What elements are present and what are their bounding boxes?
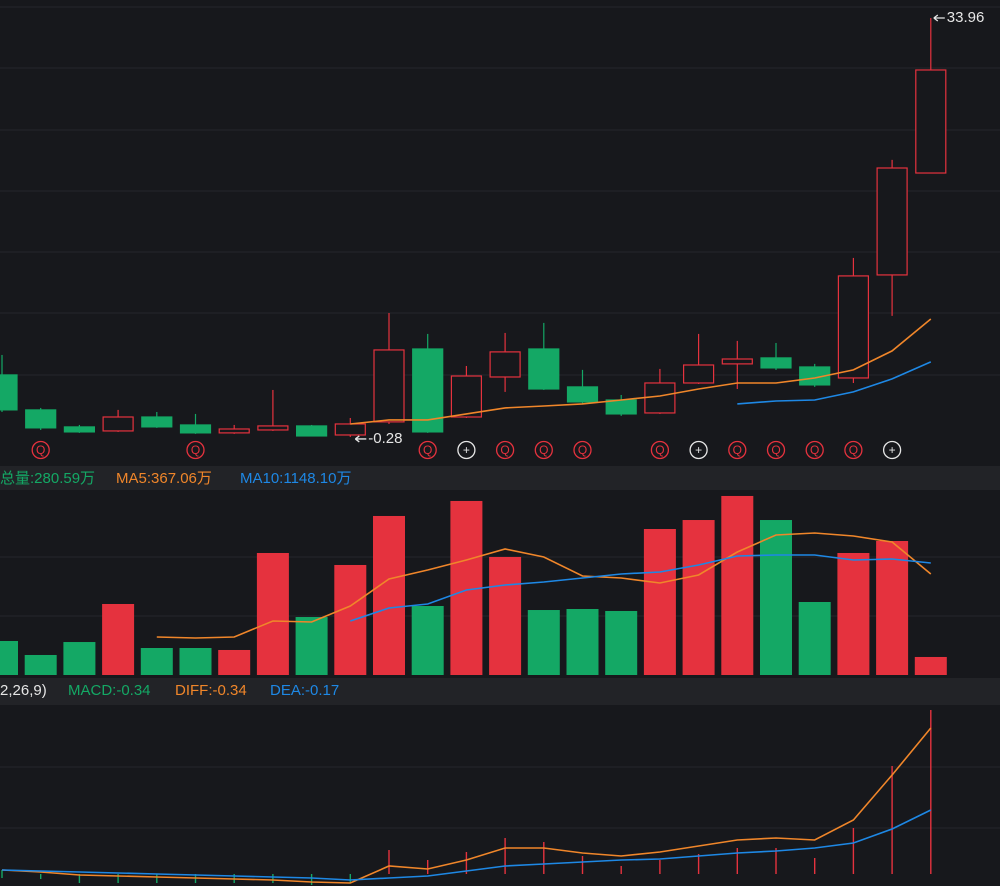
line-series: [350, 554, 931, 622]
candle-body: [0, 374, 18, 411]
candle-body: [63, 426, 96, 433]
event-marker: [186, 440, 205, 460]
low-label: -0.28: [368, 430, 402, 447]
high-label: 33.96: [947, 9, 985, 26]
low-label-arrow: [354, 435, 367, 443]
legend-entry: 总量:280.59万: [0, 470, 95, 487]
volume-bar: [334, 564, 367, 675]
line-series: [156, 532, 932, 639]
candle-body: [25, 409, 57, 429]
event-marker: [495, 440, 515, 460]
volume-bar: [760, 520, 792, 675]
line-series: [1, 727, 932, 884]
volume-bar: [63, 642, 96, 675]
candle-body: [644, 382, 676, 414]
candle-body: [605, 399, 637, 415]
volume-bar: [876, 540, 909, 675]
candle-body: [334, 423, 366, 436]
volume-bar: [295, 617, 328, 675]
volume-bar: [373, 515, 405, 675]
event-label: Q: [423, 443, 432, 457]
event-marker: [650, 440, 670, 460]
event-label: Q: [810, 443, 819, 457]
candle-body: [179, 424, 212, 434]
event-label: Q: [36, 443, 45, 457]
event-label: Q: [539, 443, 548, 457]
candle-body: [837, 275, 870, 379]
candle-body: [296, 425, 328, 437]
event-marker: [844, 440, 863, 460]
event-label: +: [889, 443, 896, 457]
candle-body: [257, 425, 289, 431]
volume-bar: [0, 641, 18, 675]
candle-body: [218, 428, 250, 434]
event-marker: [805, 440, 824, 460]
volume-header: [0, 466, 1000, 490]
event-marker: [534, 440, 553, 460]
event-marker: [31, 440, 50, 460]
candle-body: [876, 167, 908, 276]
event-label: Q: [191, 443, 200, 457]
legend-entry: DIFF:-0.34: [175, 682, 247, 699]
candle-body: [566, 386, 599, 403]
grid: [0, 6, 1000, 829]
volume-bar: [179, 647, 212, 675]
event-marker: [766, 440, 786, 460]
volume-bar: [218, 649, 251, 675]
legend-entry: MACD:-0.34: [68, 682, 151, 699]
candle-body: [721, 358, 753, 365]
event-marker: [573, 440, 592, 460]
volume-bar: [24, 654, 57, 675]
candle-body: [141, 416, 173, 428]
event-label: Q: [578, 443, 587, 457]
legend-entry: MA10:1148.10万: [240, 470, 351, 487]
legend-entry: MA5:367.06万: [116, 470, 212, 487]
event-label: Q: [733, 443, 742, 457]
event-marker: [457, 440, 476, 460]
volume-bar: [527, 610, 560, 675]
volume-bar: [643, 529, 676, 675]
line-series: [1, 809, 932, 881]
volume-bar: [140, 647, 173, 675]
volume-bar: [682, 520, 715, 675]
event-label: +: [463, 443, 470, 457]
volume-bar: [605, 610, 638, 675]
line-series: [737, 361, 932, 405]
event-label: Q: [849, 443, 858, 457]
event-marker: [882, 440, 902, 460]
high-label-arrow: [933, 14, 945, 22]
candle-body: [528, 348, 560, 390]
volume-bar: [566, 608, 599, 675]
event-marker: [418, 440, 437, 460]
volume-bar: [798, 602, 831, 675]
event-marker: [728, 440, 747, 460]
volume-bar: [411, 605, 444, 675]
candle-body: [915, 69, 947, 174]
candle-body: [489, 351, 521, 378]
volume-bar: [837, 552, 870, 675]
event-marker: [689, 440, 708, 460]
line-series: [350, 318, 932, 425]
candle-body: [799, 366, 831, 386]
event-label: Q: [655, 443, 664, 457]
event-label: Q: [500, 443, 509, 457]
volume-bar: [256, 552, 289, 675]
candle-body: [102, 416, 134, 432]
volume-bar: [102, 603, 135, 675]
legend-entry: DEA:-0.17: [270, 682, 339, 699]
volume-bar: [914, 656, 947, 675]
event-label: +: [695, 443, 702, 457]
candle-body: [682, 364, 715, 384]
macd-header: [0, 678, 1000, 705]
volume-bar: [489, 556, 522, 675]
candle-body: [450, 375, 482, 418]
event-label: Q: [771, 443, 780, 457]
candle-body: [760, 357, 792, 369]
legend-entry: 2,26,9): [0, 682, 47, 699]
candle-body: [373, 349, 405, 423]
volume-bar: [721, 495, 754, 675]
